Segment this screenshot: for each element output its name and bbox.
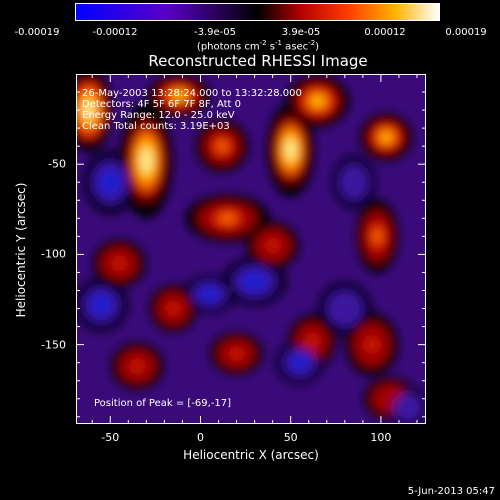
info-energy-range: Energy Range: 12.0 - 25.0 keV <box>82 110 235 121</box>
heatmap-source-positive <box>307 335 317 347</box>
colorbar-unit-label: (photons cm-2 s-1 asec-2) <box>196 39 320 53</box>
heatmap-source-positive <box>366 338 377 351</box>
x-tick-label: 50 <box>283 431 298 444</box>
heatmap-source-positive <box>381 132 392 142</box>
heatmap-source-negative <box>90 294 113 316</box>
heatmap-source-negative <box>399 399 417 417</box>
heatmap-source-negative <box>241 271 268 292</box>
heatmap-source-positive <box>114 258 125 268</box>
heatmap-source-positive <box>384 394 395 403</box>
y-tick-label: -100 <box>41 247 66 261</box>
y-axis-label: Heliocentric Y (arcsec) <box>14 182 28 318</box>
heatmap-source-positive <box>168 303 178 314</box>
colorbar-tick-label: -3.9e-05 <box>194 27 236 38</box>
colorbar-tick-label: 0.00019 <box>445 27 487 38</box>
x-tick-label: -50 <box>101 431 120 444</box>
colorbar <box>75 3 440 21</box>
info-counts: Clean Total counts: 3.19E+03 <box>82 121 230 132</box>
heatmap-image <box>76 74 426 424</box>
heatmap-source-positive <box>267 240 278 250</box>
x-tick-label: 0 <box>196 431 204 444</box>
info-detectors: Detectors: 4F 5F 6F 7F 8F, Att 0 <box>82 99 242 110</box>
colorbar-tick-label: 0.00012 <box>364 27 406 38</box>
chart-title: Reconstructed RHESSI Image <box>148 52 368 70</box>
heatmap-source-negative <box>333 297 356 320</box>
y-tick-label: -150 <box>41 338 66 352</box>
heatmap-source-negative <box>99 169 122 196</box>
x-axis-label: Heliocentric X (arcsec) <box>183 448 319 462</box>
heatmap-source-positive <box>311 96 324 107</box>
info-time-range: 26-May-2003 13:28:24.000 to 13:32:28.000 <box>82 88 302 99</box>
heatmap-source-negative <box>345 171 363 194</box>
heatmap-source-positive <box>84 102 94 119</box>
colorbar-tick-label: -0.00012 <box>92 27 138 38</box>
heatmap-source-positive <box>141 149 152 172</box>
heatmap-source-positive <box>373 229 382 244</box>
heatmap-source-positive <box>132 361 143 371</box>
heatmap-source-positive <box>286 140 296 159</box>
colorbar-tick-label: 3.9e-05 <box>281 27 321 38</box>
colorbar-tick-label: -0.00019 <box>14 27 60 38</box>
heatmap-source-positive <box>217 141 228 152</box>
heatmap-source-positive <box>219 213 236 223</box>
heatmap-source-negative <box>289 354 310 372</box>
y-tick-label: -50 <box>48 157 66 171</box>
heatmap-source-negative <box>198 286 221 302</box>
footer-date: 5-Jun-2013 05:47 <box>407 486 495 497</box>
heatmap-source-positive <box>172 91 185 100</box>
heatmap-source-positive <box>231 349 242 358</box>
peak-position-note: Position of Peak = [-69,-17] <box>94 398 232 409</box>
x-tick-label: 100 <box>370 431 392 444</box>
